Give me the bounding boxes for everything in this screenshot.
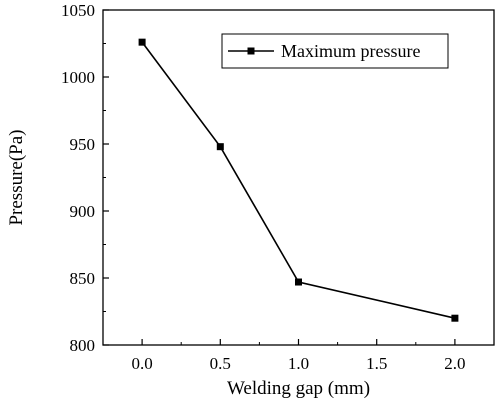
data-point bbox=[138, 38, 146, 46]
y-tick-label: 800 bbox=[70, 336, 96, 355]
x-tick-label: 0.0 bbox=[131, 354, 152, 373]
x-tick-label: 2.0 bbox=[444, 354, 465, 373]
x-tick-label: 0.5 bbox=[210, 354, 231, 373]
y-tick-label: 850 bbox=[70, 269, 96, 288]
data-point bbox=[216, 143, 224, 151]
legend-marker-square bbox=[247, 47, 255, 55]
y-tick-label: 900 bbox=[70, 202, 96, 221]
data-point bbox=[451, 314, 459, 322]
x-tick-label: 1.5 bbox=[366, 354, 387, 373]
data-point bbox=[295, 278, 302, 286]
x-tick-label: 1.0 bbox=[288, 354, 309, 373]
y-axis-title: Pressure(Pa) bbox=[6, 129, 27, 225]
legend-label: Maximum pressure bbox=[281, 41, 420, 61]
x-axis: 0.0 0.5 1.0 1.5 2.0 bbox=[131, 339, 466, 373]
series-layer bbox=[138, 38, 459, 322]
legend: Maximum pressure bbox=[221, 33, 449, 69]
x-axis-title: Welding gap (mm) bbox=[227, 378, 370, 399]
y-tick-label: 1050 bbox=[61, 1, 95, 20]
y-tick-label: 1000 bbox=[61, 68, 95, 87]
y-tick-label: 950 bbox=[70, 135, 96, 154]
y-axis: 800 850 900 950 1000 1050 bbox=[61, 1, 109, 355]
series-line bbox=[141, 41, 456, 319]
